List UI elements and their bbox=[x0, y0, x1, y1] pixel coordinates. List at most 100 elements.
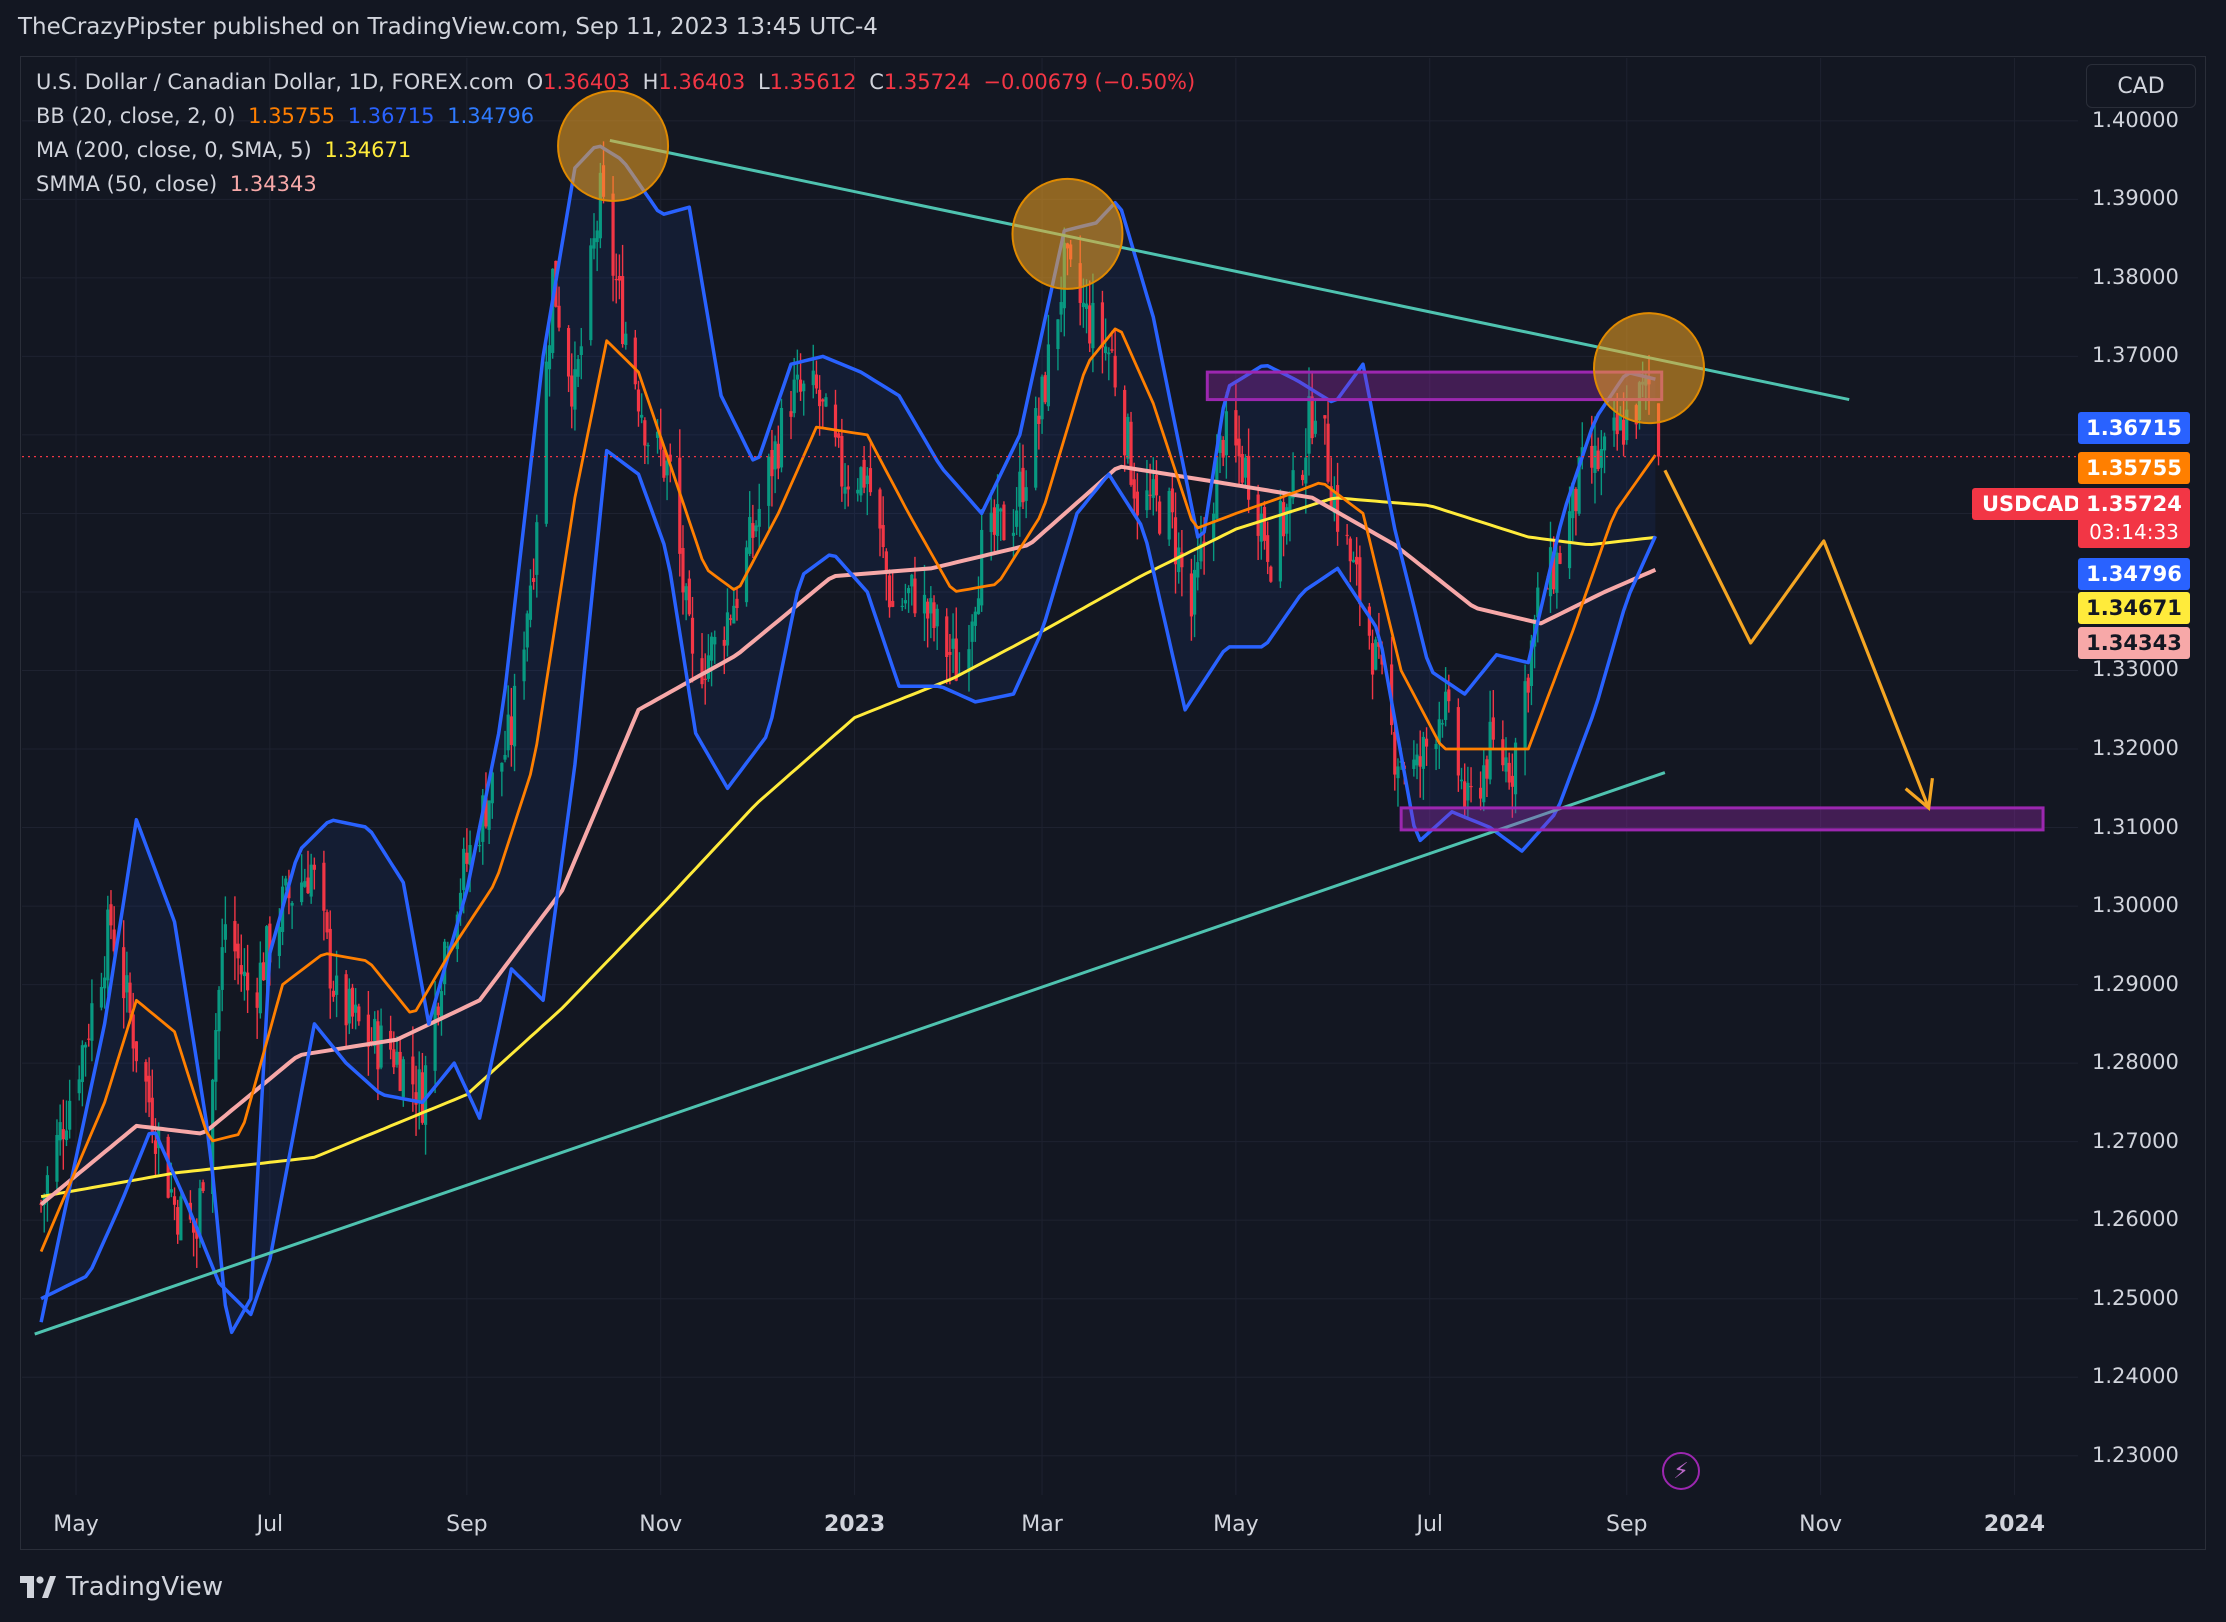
legend-bb-row[interactable]: BB (20, close, 2, 0) 1.35755 1.36715 1.3… bbox=[36, 104, 540, 128]
symbol-tag: USDCAD bbox=[1972, 488, 2091, 520]
candle-body bbox=[573, 369, 577, 410]
candle-body bbox=[446, 946, 450, 948]
candle-body bbox=[967, 649, 971, 672]
candle-body bbox=[350, 987, 355, 1017]
candle-body bbox=[713, 636, 717, 645]
tradingview-logo-icon bbox=[20, 1576, 56, 1598]
lightning-icon[interactable]: ⚡ bbox=[1662, 1452, 1700, 1490]
candle-body bbox=[1046, 344, 1051, 407]
candle-body bbox=[423, 1065, 428, 1125]
tradingview-logo[interactable]: TradingView bbox=[20, 1572, 223, 1602]
candle-body bbox=[1596, 450, 1600, 470]
candle-body bbox=[1478, 787, 1483, 799]
candle-body bbox=[643, 420, 647, 446]
candle-body bbox=[328, 928, 332, 989]
candle-body bbox=[887, 575, 892, 608]
candle-body bbox=[233, 921, 237, 952]
candle-body bbox=[506, 714, 510, 751]
legend-smma-row[interactable]: SMMA (50, close) 1.34343 bbox=[36, 172, 323, 196]
lower-trendline bbox=[34, 771, 1666, 1336]
legend-symbol: U.S. Dollar / Canadian Dollar, 1D, FOREX… bbox=[36, 70, 514, 94]
candle-body bbox=[1215, 456, 1219, 519]
candle-body bbox=[373, 1018, 377, 1047]
candle-body bbox=[1237, 438, 1241, 457]
candle-body bbox=[439, 991, 444, 1020]
candle-body bbox=[1170, 488, 1174, 513]
candle-body bbox=[948, 651, 952, 655]
candle-body bbox=[881, 525, 885, 548]
candle-body bbox=[242, 971, 247, 977]
candle-body bbox=[490, 772, 494, 804]
candle-body bbox=[821, 399, 825, 402]
candle-body bbox=[1310, 396, 1314, 439]
candle-body bbox=[1180, 552, 1184, 568]
candle-body bbox=[433, 1002, 437, 1071]
candle-body bbox=[58, 1122, 62, 1141]
candle-body bbox=[77, 1079, 81, 1094]
legend-bb-label: BB (20, close, 2, 0) bbox=[36, 104, 236, 128]
candle-body bbox=[989, 512, 993, 533]
candle-body bbox=[344, 974, 348, 1026]
candle-body bbox=[1021, 467, 1025, 503]
candle-body bbox=[357, 1006, 361, 1022]
y-tick-label: 1.28000 bbox=[2092, 1050, 2179, 1075]
candle-body bbox=[557, 305, 561, 328]
candle-body bbox=[503, 754, 507, 760]
candle-body bbox=[1173, 517, 1178, 565]
candle-body bbox=[334, 975, 339, 995]
x-tick-label: May bbox=[1213, 1512, 1259, 1537]
candle-body bbox=[1618, 414, 1623, 431]
candle-body bbox=[840, 435, 844, 487]
candle-body bbox=[1567, 511, 1572, 569]
candle-body bbox=[1424, 738, 1429, 747]
candle-body bbox=[1056, 319, 1060, 350]
candle-body bbox=[401, 1059, 405, 1098]
candle-body bbox=[1612, 417, 1616, 431]
candle-body bbox=[1221, 439, 1225, 458]
candle-body bbox=[814, 374, 819, 389]
candle-body bbox=[1100, 302, 1105, 348]
candle-body bbox=[802, 383, 806, 392]
candle-body bbox=[80, 1045, 84, 1083]
candle-body bbox=[347, 988, 351, 1024]
legend-ma-row[interactable]: MA (200, close, 0, SMA, 5) 1.34671 bbox=[36, 138, 417, 162]
chart-frame[interactable] bbox=[20, 56, 2206, 1550]
candle-body bbox=[1081, 302, 1085, 308]
price-tag-bb-basis: 1.35755 bbox=[2078, 452, 2190, 484]
candle-body bbox=[128, 982, 132, 1013]
candle-body bbox=[547, 345, 552, 370]
legend-bb-upper: 1.36715 bbox=[347, 104, 435, 128]
candle-body bbox=[1288, 492, 1292, 514]
candle-body bbox=[522, 649, 526, 682]
candle-body bbox=[1329, 486, 1333, 508]
candle-body bbox=[1501, 739, 1505, 766]
candle-body bbox=[1485, 759, 1489, 779]
candle-body bbox=[1358, 557, 1362, 605]
candle-body bbox=[1040, 376, 1044, 420]
candle-body bbox=[392, 1049, 396, 1068]
candle-body bbox=[1621, 419, 1626, 445]
currency-button[interactable]: CAD bbox=[2086, 64, 2196, 108]
x-tick-label: Jul bbox=[1416, 1512, 1444, 1537]
y-tick-label: 1.33000 bbox=[2092, 657, 2179, 682]
candle-body bbox=[1104, 346, 1108, 354]
candle-body bbox=[1510, 775, 1514, 787]
candle-body bbox=[532, 578, 536, 582]
price-tag-smma: 1.34343 bbox=[2078, 627, 2190, 659]
resistance-zone bbox=[1205, 370, 1664, 402]
candle-body bbox=[1447, 689, 1451, 702]
candle-body bbox=[1218, 435, 1222, 453]
candle-body bbox=[598, 172, 602, 239]
candle-body bbox=[436, 1006, 440, 1016]
y-tick-label: 1.37000 bbox=[2092, 343, 2179, 368]
candle-body bbox=[646, 445, 650, 447]
candle-body bbox=[757, 508, 761, 527]
candle-body bbox=[706, 655, 710, 679]
price-tag-ma: 1.34671 bbox=[2078, 592, 2190, 624]
candle-body bbox=[579, 346, 583, 356]
candle-body bbox=[1129, 421, 1133, 485]
candle-body bbox=[903, 600, 908, 604]
candle-body bbox=[1269, 566, 1273, 582]
legend-bb-lower: 1.34796 bbox=[447, 104, 535, 128]
